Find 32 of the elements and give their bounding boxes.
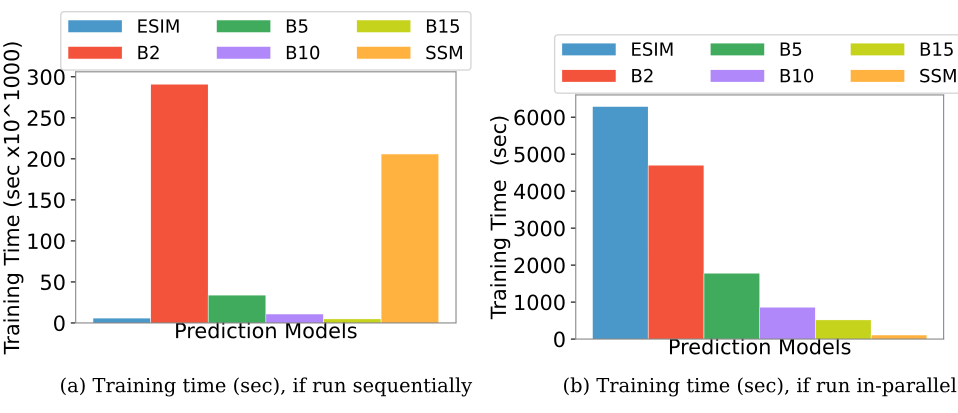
- legend-label: SSM: [426, 46, 462, 60]
- y-axis-title: Training Time (sec): [490, 116, 510, 320]
- y-tick-label: 4000: [514, 184, 565, 200]
- legend-label: ESIM: [138, 19, 179, 33]
- text: (b) Training time (sec), if run in-parallel: [564, 377, 956, 396]
- legend-label: B5: [286, 19, 308, 33]
- legend-label: B10: [780, 68, 814, 82]
- y-tick-label: 300: [28, 69, 65, 85]
- legend-label: B10: [286, 46, 320, 60]
- y-tick-label: 5000: [514, 146, 565, 162]
- legend-label: B15: [426, 19, 459, 33]
- legend-label: B2: [632, 68, 653, 82]
- y-tick-label: 6000: [514, 110, 565, 126]
- legend-label: SSM: [920, 68, 956, 82]
- text: (a) Training time (sec), if run sequentially: [61, 377, 472, 396]
- y-tick-label: 2000: [514, 258, 565, 274]
- legend-label: ESIM: [632, 42, 672, 56]
- y-axis-title: Training Time (sec x10^1000): [3, 42, 24, 354]
- x-axis-title: Prediction Models: [670, 338, 850, 355]
- legend-label: B2: [138, 46, 159, 60]
- y-tick-label: 50: [41, 274, 65, 290]
- y-tick-label: 1000: [515, 294, 565, 310]
- y-tick-label: 3000: [514, 220, 565, 236]
- y-tick-label: 100: [28, 233, 65, 250]
- legend-label: B5: [780, 42, 802, 56]
- y-tick-label: 250: [28, 110, 65, 126]
- y-tick-label: 150: [28, 192, 65, 208]
- y-tick-label: 0: [54, 315, 65, 332]
- y-tick-label: 0: [554, 332, 565, 348]
- y-tick-label: 200: [28, 151, 65, 168]
- legend-label: B15: [920, 42, 953, 56]
- x-axis-title: Prediction Models: [176, 322, 357, 338]
